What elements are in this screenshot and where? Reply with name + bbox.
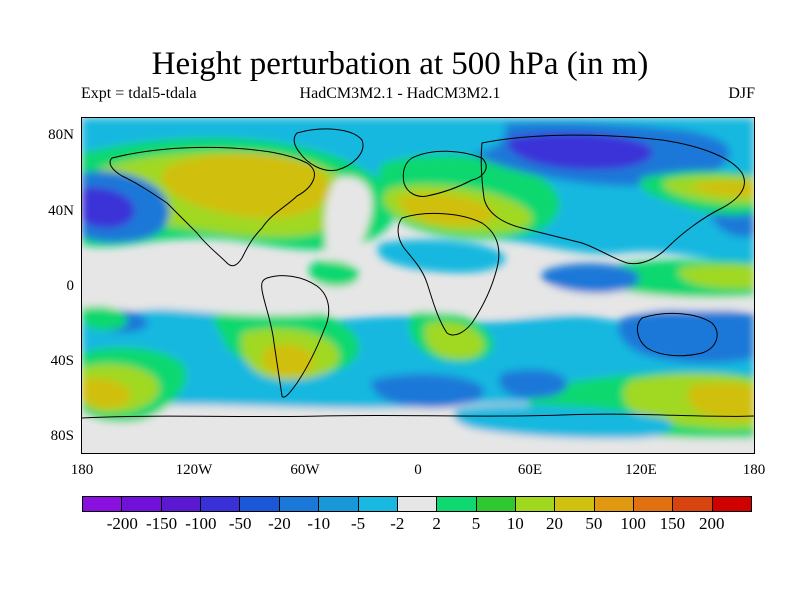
field-tropical-green-b	[82, 306, 128, 331]
colorbar-swatch	[240, 497, 280, 511]
lon-label-120w: 120W	[175, 462, 213, 478]
field-tropical-pacific-lime-east	[678, 264, 754, 289]
field-atlantic-neutral-wedge	[324, 176, 372, 277]
colorbar-swatch	[437, 497, 477, 511]
colorbar-swatch	[555, 497, 595, 511]
field-tropical-cyan-center	[377, 239, 506, 273]
australia-coast	[636, 313, 718, 357]
lat-label-40n: 40N	[48, 203, 74, 219]
field-tropical-blue-east	[541, 263, 640, 293]
field-south-blue-b	[618, 309, 754, 363]
lat-label-80s: 80S	[50, 428, 74, 444]
colorbar-tick-label: -50	[228, 514, 252, 533]
colorbar-tick-label: 50	[585, 514, 603, 533]
north-america-coast	[109, 146, 315, 267]
colorbar-tick-label: 5	[471, 514, 481, 533]
colorbar-tick-label: -200	[106, 514, 138, 533]
field-south-lime-d	[424, 321, 485, 360]
lon-label-60e: 60E	[517, 462, 543, 478]
lon-label-180e: 180	[742, 462, 766, 478]
lat-label-80n: 80N	[48, 127, 74, 143]
asia-coast	[480, 134, 745, 265]
model-comparison-label: HadCM3M2.1 - HadCM3M2.1	[299, 85, 501, 102]
field-tropical-green-a	[309, 260, 359, 287]
map-title: Height perturbation at 500 hPa (in m)	[151, 46, 649, 82]
field-south-mustard-b	[82, 378, 131, 409]
field-south-blue-c	[371, 374, 485, 408]
lon-label-60w: 60W	[290, 462, 320, 478]
season-label: DJF	[728, 85, 755, 102]
south-america-coast	[261, 275, 330, 398]
lon-label-120e: 120E	[625, 462, 657, 478]
experiment-label: Expt = tdal5-tdala	[81, 85, 197, 102]
colorbar-swatch	[397, 497, 438, 511]
contour-map	[82, 118, 754, 453]
colorbar-swatch	[634, 497, 674, 511]
lat-label-0: 0	[66, 278, 75, 294]
field-east-asia-mustard	[692, 180, 754, 197]
colorbar-tick-label: -150	[145, 514, 178, 533]
field-south-mustard-c	[687, 382, 754, 420]
height-perturbation-field	[82, 118, 754, 453]
field-south-cyan-e	[453, 405, 673, 439]
colorbar-swatch	[83, 497, 123, 511]
colorbar-swatch	[476, 497, 516, 511]
africa-coast	[397, 212, 500, 336]
colorbar-tick-label: 100	[620, 514, 646, 533]
colorbar-tick-label: 200	[698, 514, 725, 533]
coastlines	[82, 128, 754, 419]
colorbar-tick-label: 20	[546, 514, 564, 533]
field-pacific-low-core	[82, 187, 135, 228]
field-na-mustard	[162, 152, 330, 218]
colorbar-swatch	[358, 497, 398, 511]
europe-coast	[402, 150, 487, 197]
map-frame	[81, 117, 755, 454]
colorbar-swatch	[201, 497, 241, 511]
field-south-blue-d	[498, 369, 568, 399]
lat-label-40s: 40S	[50, 353, 74, 369]
colorbar-swatch	[161, 497, 202, 511]
lon-label-0: 0	[414, 462, 422, 478]
colorbar-tick-label: -5	[350, 514, 366, 533]
field-arctic-cyan	[381, 118, 506, 154]
antarctica-coast	[82, 413, 754, 419]
colorbar-swatch	[319, 497, 359, 511]
colorbar-swatch	[594, 497, 635, 511]
colorbar-tick-label: -20	[268, 514, 291, 533]
colorbar-tick-label: 2	[432, 514, 441, 533]
colorbar-swatch	[673, 497, 713, 511]
colorbar-tick-label: 150	[659, 514, 686, 533]
colorbar-swatch	[515, 497, 556, 511]
colorbar-tick-label: -100	[185, 514, 217, 533]
colorbar-tick-label: -2	[390, 514, 405, 533]
colorbar	[82, 496, 752, 512]
field-siberia-low-core	[507, 133, 653, 170]
colorbar-tick-label: 10	[506, 514, 524, 533]
colorbar-swatch	[712, 497, 752, 511]
colorbar-tick-label: -10	[307, 514, 331, 533]
lon-label-180w: 180	[70, 462, 94, 478]
colorbar-swatch	[122, 497, 162, 511]
colorbar-swatch	[279, 497, 320, 511]
greenland-coast	[293, 128, 364, 172]
